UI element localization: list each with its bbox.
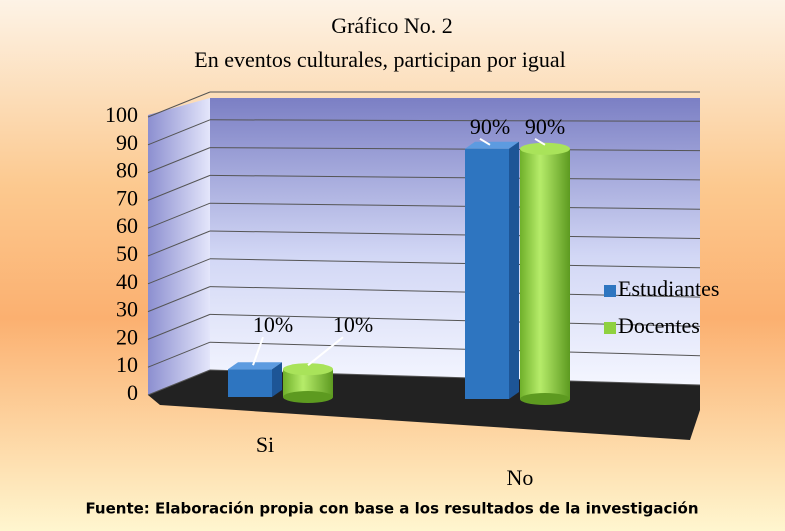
legend-swatch [604, 322, 616, 334]
grid-line [209, 174, 701, 181]
source-note: Fuente: Elaboración propia con base a lo… [85, 500, 698, 518]
grid-line [147, 147, 211, 174]
y-tick-label: 80 [116, 158, 138, 183]
legend-label: Docentes [618, 313, 700, 338]
bar-side [509, 141, 519, 400]
legend-swatch [604, 285, 616, 297]
y-tick-label: 40 [116, 269, 138, 294]
grid-line [209, 202, 701, 210]
grid-line [209, 230, 701, 239]
grid-line [147, 202, 211, 229]
y-tick-label: 50 [116, 241, 138, 266]
y-tick-label: 90 [116, 130, 138, 155]
grid-line [209, 119, 701, 122]
chart-title: Gráfico No. 2 [331, 13, 453, 38]
bar-top [228, 362, 282, 370]
x-tick-label: Si [256, 432, 274, 457]
grid-line [209, 341, 701, 357]
bar [228, 369, 272, 397]
y-tick-label: 20 [116, 324, 138, 349]
bar-base [283, 391, 333, 403]
y-tick-label: 60 [116, 213, 138, 238]
y-tick-label: 0 [127, 380, 138, 405]
grid-line [209, 286, 701, 298]
bar [465, 148, 509, 399]
leader-line [307, 336, 344, 366]
grid-line [147, 258, 211, 285]
bar-top [283, 363, 333, 376]
y-tick-label: 100 [105, 102, 138, 127]
grid-line [209, 313, 701, 327]
grid-line [147, 174, 211, 201]
value-label: 90% [525, 114, 565, 139]
leader-line [479, 137, 491, 146]
grid-line [209, 258, 701, 269]
x-tick-label: No [507, 465, 534, 490]
leader-line [252, 336, 264, 366]
grid-line [209, 147, 701, 152]
bar-top [465, 141, 519, 149]
y-tick-label: 30 [116, 297, 138, 322]
leader-line [534, 137, 546, 146]
grid-line [147, 369, 211, 396]
grid-line [147, 91, 211, 118]
side-wall [148, 98, 210, 395]
y-tick-label: 70 [116, 185, 138, 210]
grid-line [147, 286, 211, 313]
back-wall [210, 98, 700, 385]
grid-line [147, 230, 211, 257]
grid-line [147, 313, 211, 340]
y-tick-label: 10 [116, 352, 138, 377]
grid-line [147, 341, 211, 368]
value-label: 90% [470, 114, 510, 139]
bar-side [272, 362, 282, 397]
legend-label: Estudiantes [618, 276, 719, 301]
bar-base [520, 393, 570, 405]
value-label: 10% [333, 312, 373, 337]
value-label: 10% [253, 312, 293, 337]
bar [520, 148, 570, 399]
bar-top [520, 142, 570, 155]
grid-line [147, 119, 211, 146]
chart-subtitle: En eventos culturales, participan por ig… [194, 47, 565, 72]
